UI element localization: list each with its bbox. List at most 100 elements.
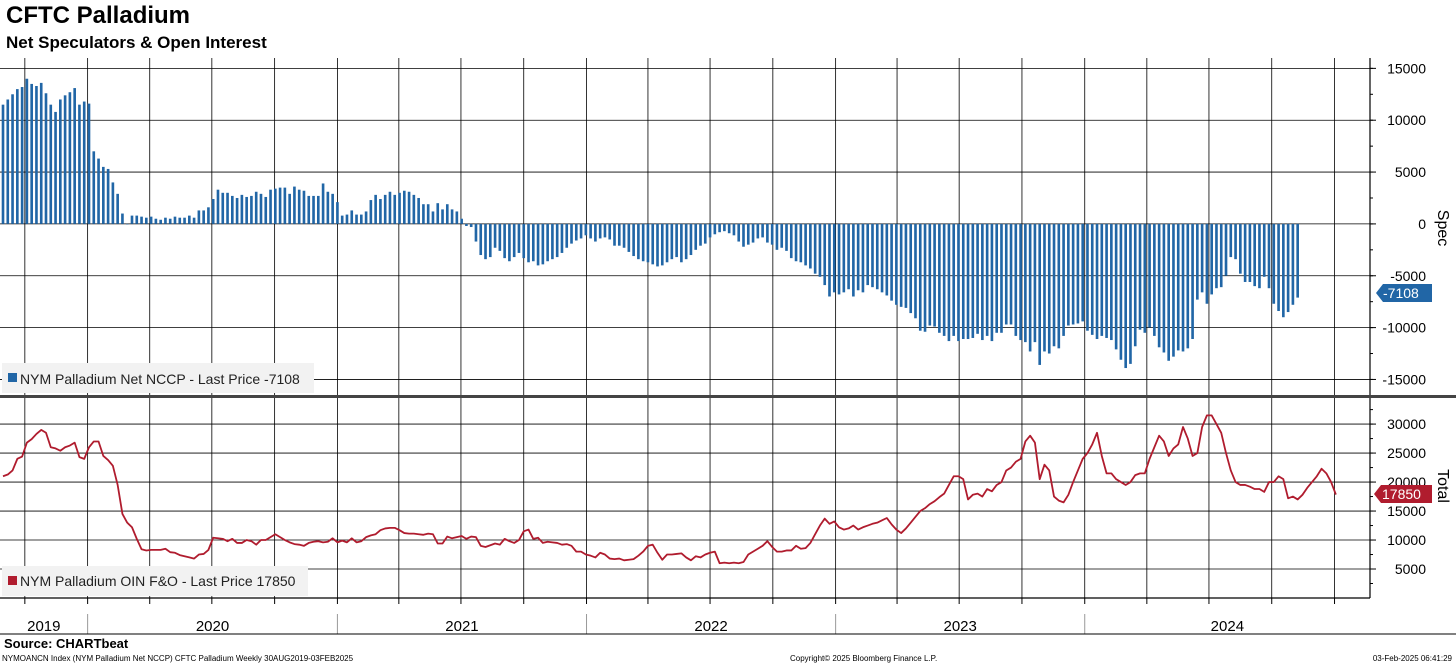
spec-bar bbox=[584, 223, 588, 236]
spec-bar bbox=[422, 204, 425, 224]
spec-bar bbox=[1038, 223, 1042, 365]
total-line bbox=[2, 414, 1337, 565]
spec-bar bbox=[211, 199, 215, 224]
spec-bar bbox=[1009, 223, 1013, 325]
spec-bar bbox=[928, 223, 932, 326]
spec-bar bbox=[1148, 223, 1151, 328]
spec-bar bbox=[617, 223, 621, 246]
spec-bar bbox=[436, 203, 440, 224]
spec-bar bbox=[73, 88, 76, 224]
spec-bar bbox=[603, 223, 607, 238]
spec-bar bbox=[1239, 223, 1242, 274]
spec-bar bbox=[63, 95, 67, 224]
year-label: 2021 bbox=[445, 618, 478, 635]
spec-bar bbox=[245, 196, 248, 224]
spec-y-tick-label: 15000 bbox=[1387, 60, 1426, 76]
spec-bar bbox=[316, 195, 320, 224]
spec-bar bbox=[1043, 223, 1046, 352]
chart-title: CFTC Palladium bbox=[6, 2, 191, 29]
total-legend-label: NYM Palladium OIN F&O - Last Price 17850 bbox=[20, 573, 296, 589]
spec-bar bbox=[116, 193, 119, 224]
spec-bar bbox=[670, 223, 674, 260]
spec-bar bbox=[379, 199, 382, 224]
spec-bar bbox=[598, 223, 602, 239]
year-label: 2023 bbox=[943, 618, 976, 635]
spec-bar bbox=[369, 200, 373, 224]
spec-bar bbox=[188, 215, 191, 224]
spec-bar bbox=[646, 223, 650, 263]
spec-bar bbox=[402, 190, 406, 224]
spec-bar bbox=[938, 223, 941, 333]
spec-bar bbox=[732, 223, 736, 236]
spec-bar bbox=[1282, 223, 1285, 318]
spec-bar bbox=[1272, 223, 1276, 304]
spec-bar bbox=[130, 215, 134, 224]
spec-bar bbox=[632, 223, 635, 257]
spec-bar bbox=[293, 186, 296, 224]
spec-bar bbox=[770, 223, 774, 245]
spec-bar bbox=[1071, 223, 1075, 325]
spec-bar bbox=[832, 223, 836, 293]
spec-bar bbox=[307, 195, 311, 224]
spec-bar bbox=[961, 223, 965, 340]
spec-bar bbox=[355, 214, 358, 224]
spec-bar bbox=[140, 216, 143, 224]
year-label: 2020 bbox=[196, 618, 229, 635]
spec-bar bbox=[288, 193, 291, 224]
spec-bar bbox=[708, 223, 712, 238]
spec-bar bbox=[852, 223, 855, 297]
spec-bar bbox=[608, 223, 612, 240]
spec-bar bbox=[1234, 223, 1237, 260]
spec-bar bbox=[1248, 223, 1252, 282]
spec-bar bbox=[1105, 223, 1108, 338]
total-y-tick-label: 15000 bbox=[1387, 503, 1426, 519]
spec-bar bbox=[1162, 223, 1166, 353]
spec-bar bbox=[512, 223, 516, 258]
footer-left: NYMOANCN Index (NYM Palladium Net NCCP) … bbox=[2, 654, 354, 663]
spec-bar bbox=[1124, 223, 1127, 369]
spec-bar bbox=[531, 223, 535, 262]
spec-bar bbox=[359, 214, 363, 224]
spec-bar bbox=[1153, 223, 1156, 336]
spec-bar bbox=[737, 223, 741, 242]
spec-bar bbox=[254, 191, 258, 224]
spec-bar bbox=[207, 207, 210, 224]
spec-bar bbox=[1291, 223, 1295, 305]
spec-bar bbox=[689, 223, 693, 256]
spec-bar bbox=[145, 217, 148, 224]
spec-bar bbox=[875, 223, 879, 290]
spec-bar bbox=[1119, 223, 1123, 360]
spec-bar bbox=[183, 217, 186, 224]
spec-bar bbox=[660, 223, 664, 266]
spec-axis-title: Spec bbox=[1434, 210, 1451, 246]
spec-panel bbox=[1, 78, 1299, 369]
spec-bar bbox=[766, 223, 769, 243]
spec-bar bbox=[1262, 223, 1266, 277]
spec-bar bbox=[235, 197, 239, 224]
spec-bar bbox=[976, 223, 979, 334]
spec-bar bbox=[871, 223, 874, 288]
spec-bar bbox=[933, 223, 936, 327]
spec-bar bbox=[680, 223, 683, 263]
spec-bar bbox=[240, 194, 244, 224]
total-legend-swatch bbox=[8, 576, 17, 585]
spec-bar bbox=[54, 111, 57, 224]
total-legend: NYM Palladium OIN F&O - Last Price 17850 bbox=[2, 566, 308, 596]
spec-bar bbox=[1253, 223, 1256, 287]
spec-bar bbox=[331, 193, 334, 224]
spec-bar bbox=[82, 101, 86, 224]
spec-bar bbox=[818, 223, 822, 277]
spec-bar bbox=[283, 187, 287, 224]
spec-bar bbox=[445, 204, 449, 224]
spec-bar bbox=[1019, 223, 1022, 341]
spec-bar bbox=[555, 223, 559, 258]
spec-bar bbox=[541, 223, 545, 265]
spec-bar bbox=[1181, 223, 1185, 352]
spec-bar bbox=[637, 223, 640, 260]
spec-bar bbox=[1129, 223, 1132, 364]
spec-bar bbox=[1000, 223, 1003, 333]
spec-bar bbox=[995, 223, 999, 333]
spec-bar bbox=[723, 223, 726, 232]
year-label: 2022 bbox=[694, 618, 727, 635]
